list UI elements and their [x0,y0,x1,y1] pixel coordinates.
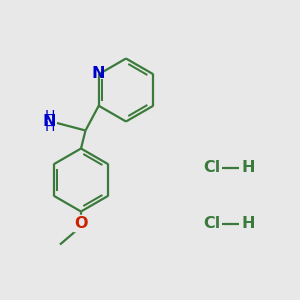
Text: N: N [43,114,56,129]
Text: Cl: Cl [203,160,220,175]
Text: Cl: Cl [203,216,220,231]
Text: N: N [92,66,105,81]
Text: O: O [74,216,88,231]
Text: H: H [242,216,255,231]
Text: H: H [44,120,55,134]
Text: H: H [44,109,55,123]
Text: H: H [242,160,255,175]
